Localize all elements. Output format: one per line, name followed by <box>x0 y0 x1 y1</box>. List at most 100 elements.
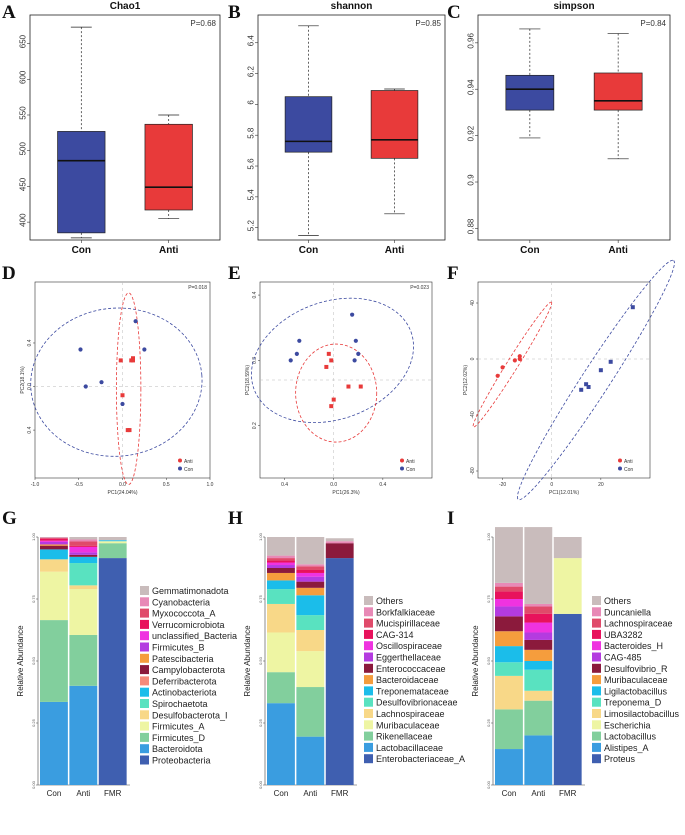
legend-swatch <box>364 652 373 662</box>
y-tick-label: 0.25 <box>31 718 36 727</box>
bar-segment-rikenellaceae <box>296 687 325 737</box>
legend-swatch <box>140 631 149 641</box>
bar-segment-borkfalkiaceae <box>325 541 354 544</box>
confidence-ellipse-con <box>251 297 414 424</box>
legend-label: Verrucomicrobiota <box>152 620 225 630</box>
y-tick-label: 1.00 <box>258 532 263 541</box>
bar-segment-desulfovibrionaceae <box>296 615 325 630</box>
panel-i: I 0.00 0.25 0.50 0.75 1.00 Relative Abundance C… <box>447 508 680 798</box>
y-tick-label: 5.4 <box>247 189 256 201</box>
bar-segment-unclassified_bacteria <box>40 540 68 542</box>
bar-segment-enterobacteriaceae_a <box>325 558 354 785</box>
chart-title: Chao1 <box>110 1 141 12</box>
legend-label: Anti <box>406 459 415 465</box>
legend-label: Desulfovibrio_R <box>604 664 668 674</box>
legend-label: Borkfalkiaceae <box>376 607 435 617</box>
plot-frame <box>477 14 671 241</box>
y-tick-label: 0.50 <box>258 656 263 665</box>
legend-label: CAG-314 <box>376 630 414 640</box>
legend-label: Con <box>624 467 633 473</box>
bar-segment-lachnospiraceae <box>267 603 295 633</box>
bar-segment-others <box>553 537 582 559</box>
x-tick-label: Con <box>72 245 91 256</box>
legend-label: Enterococcaceae <box>376 664 446 674</box>
legend-label: Actinobacteriota <box>152 688 217 698</box>
y-axis-label: Relative Abundance <box>243 625 252 697</box>
legend-marker <box>178 458 182 463</box>
legend-label: Ligilactobacillus <box>604 686 668 696</box>
bar-segment-bacteroidaceae <box>267 572 295 581</box>
point-con <box>78 347 83 352</box>
box-anti <box>593 72 643 111</box>
y-tick-label: 0.3 <box>252 357 258 364</box>
x-tick-label: Con <box>47 789 62 798</box>
bar-segment-firmicutes_b <box>40 541 68 545</box>
y-tick-label: 0.00 <box>31 780 36 789</box>
y-axis-label: PC2(18.59%) <box>245 365 251 395</box>
legend-marker <box>618 466 622 471</box>
bar-segment-treponemataceae <box>267 580 295 590</box>
point-anti <box>324 364 329 369</box>
y-tick-label: 5.2 <box>247 220 256 232</box>
bar-segment-lactobacillaceae <box>296 736 325 785</box>
bar-segment-proteus <box>553 613 582 785</box>
point-con <box>608 359 613 364</box>
legend-label: Treponemataceae <box>376 686 449 696</box>
bar-segment-mucispirillaceae <box>296 566 325 570</box>
bar-segment-oscillospiraceae <box>296 572 325 577</box>
legend-swatch <box>592 641 601 651</box>
panel-letter: A <box>2 2 16 23</box>
y-tick-label: 0.92 <box>467 125 476 141</box>
bar-segment-muribaculaceae <box>524 649 553 661</box>
legend-label: Lactobacillaceae <box>376 743 443 753</box>
legend-swatch <box>140 608 149 618</box>
legend-label: Bacteroidota <box>152 744 203 754</box>
bar-segment-desulfobacterota_i <box>69 585 98 590</box>
bar-segment-actinobacteriota <box>40 549 68 560</box>
bar-segment-others <box>296 537 325 565</box>
legend-swatch <box>364 697 373 707</box>
legend-swatch <box>364 731 373 741</box>
panel-letter: I <box>447 508 454 529</box>
legend-label: Spirochaetota <box>152 699 208 709</box>
bar-segment-verrucomicrobiota <box>69 545 98 547</box>
legend-swatch <box>364 742 373 752</box>
box-anti <box>370 90 419 159</box>
point-anti <box>118 358 123 363</box>
y-tick-label: 5.6 <box>247 158 256 170</box>
x-tick-label: FMR <box>559 789 577 798</box>
point-anti <box>358 384 363 389</box>
panel-h: H 0.00 0.25 0.50 0.75 1.00 Relative Abundance C… <box>228 508 465 798</box>
legend-swatch <box>140 687 149 697</box>
point-anti <box>131 358 135 363</box>
bar-segment-campylobacterota <box>40 545 68 550</box>
legend-label: unclassified_Bacteria <box>152 631 237 641</box>
bar-segment-uba3282 <box>495 591 523 599</box>
legend-swatch <box>140 710 149 720</box>
bar-segment-treponema_d <box>495 662 523 676</box>
y-tick-label: 0.75 <box>31 594 36 603</box>
x-tick-label: Anti <box>76 789 90 798</box>
legend-marker <box>400 458 404 463</box>
bar-segment-verrucomicrobiota <box>40 538 68 541</box>
legend-swatch <box>592 742 601 752</box>
point-con <box>352 358 357 363</box>
legend-label: Desulfobacterota_I <box>152 710 228 720</box>
legend-label: Myxococcota_A <box>152 609 216 619</box>
bar-segment-firmicutes_d <box>40 620 68 702</box>
bar-segment-treponema_d <box>524 669 553 691</box>
legend-swatch <box>140 676 149 686</box>
x-tick-label: Anti <box>608 245 628 256</box>
panel-letter: C <box>447 2 461 23</box>
x-tick-label: FMR <box>104 789 122 798</box>
legend-swatch <box>592 629 601 639</box>
bar-segment-others <box>495 527 523 583</box>
legend-label: UBA3282 <box>604 630 643 640</box>
legend-label: Gemmatimonadota <box>152 586 229 596</box>
bar-segment-firmicutes_a <box>69 589 98 635</box>
x-tick-label: Con <box>502 789 517 798</box>
box-con <box>505 74 555 111</box>
bar-segment-borkfalkiaceae <box>296 564 325 567</box>
